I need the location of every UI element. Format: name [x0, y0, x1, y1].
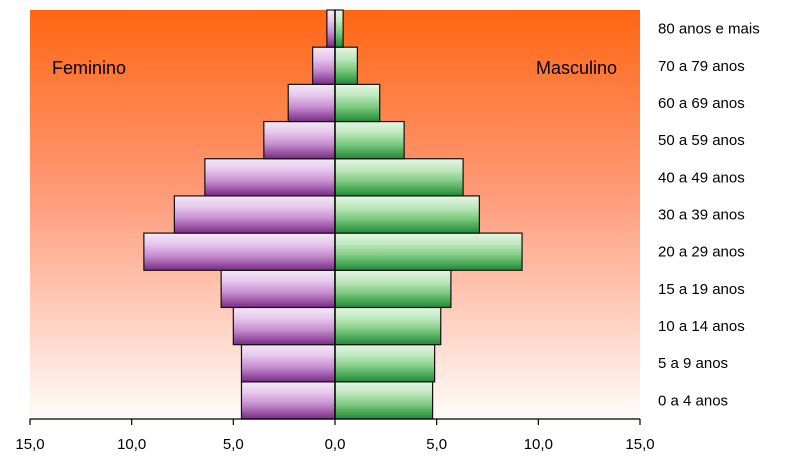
feminino-bar-9 [312, 46, 336, 85]
feminino-bar-4 [143, 232, 336, 271]
y-axis-labels: 0 a 4 anos 5 a 9 anos 10 a 14 anos 15 a 19 … [658, 21, 760, 410]
feminino-bar-1 [240, 344, 336, 383]
x-tick-label-2: 5,0 [223, 436, 244, 453]
masculino-bar-4 [334, 232, 523, 271]
y-tick-label-1: 5 a 9 anos [658, 355, 728, 372]
masculino-bar-9 [334, 46, 358, 85]
x-tick-label-5: 10,0 [524, 436, 553, 453]
feminino-label: Feminino [52, 58, 126, 78]
feminino-bar-2 [232, 306, 336, 346]
feminino-bar-10 [326, 9, 336, 48]
x-tick-label-0: 15,0 [15, 436, 44, 453]
y-tick-label-0: 0 a 4 anos [658, 392, 728, 409]
masculino-bar-6 [334, 158, 464, 197]
feminino-bar-7 [263, 120, 336, 160]
x-tick-label-3: 0,0 [325, 436, 346, 453]
masculino-bar-10 [334, 9, 344, 48]
x-tick-label-4: 5,0 [426, 436, 447, 453]
masculino-bar-1 [334, 344, 436, 383]
masculino-bar-7 [334, 120, 405, 160]
feminino-bar-0 [240, 381, 336, 420]
masculino-label: Masculino [536, 58, 617, 78]
masculino-bar-3 [334, 269, 452, 309]
y-tick-label-7: 50 a 59 anos [658, 132, 745, 149]
y-tick-label-3: 15 a 19 anos [658, 281, 745, 298]
y-tick-label-6: 40 a 49 anos [658, 169, 745, 186]
x-axis-ticks: 15,0 10,0 5,0 0,0 5,0 10,0 15,0 [15, 419, 655, 453]
feminino-bar-6 [204, 158, 336, 197]
y-tick-label-5: 30 a 39 anos [658, 207, 745, 224]
masculino-bar-5 [334, 195, 480, 234]
masculino-bar-8 [334, 83, 381, 123]
y-tick-label-9: 70 a 79 anos [658, 58, 745, 75]
feminino-bar-8 [287, 83, 336, 123]
feminino-bar-5 [173, 195, 336, 234]
masculino-bar-2 [334, 306, 442, 346]
feminino-bar-3 [220, 269, 336, 309]
masculino-bar-0 [334, 381, 434, 420]
y-tick-label-4: 20 a 29 anos [658, 244, 745, 261]
y-tick-label-8: 60 a 69 anos [658, 95, 745, 112]
bar-group [143, 9, 523, 420]
x-tick-label-1: 10,0 [117, 436, 146, 453]
x-tick-label-6: 15,0 [625, 436, 654, 453]
y-tick-label-10: 80 anos e mais [658, 21, 760, 38]
y-tick-label-2: 10 a 14 anos [658, 318, 745, 335]
